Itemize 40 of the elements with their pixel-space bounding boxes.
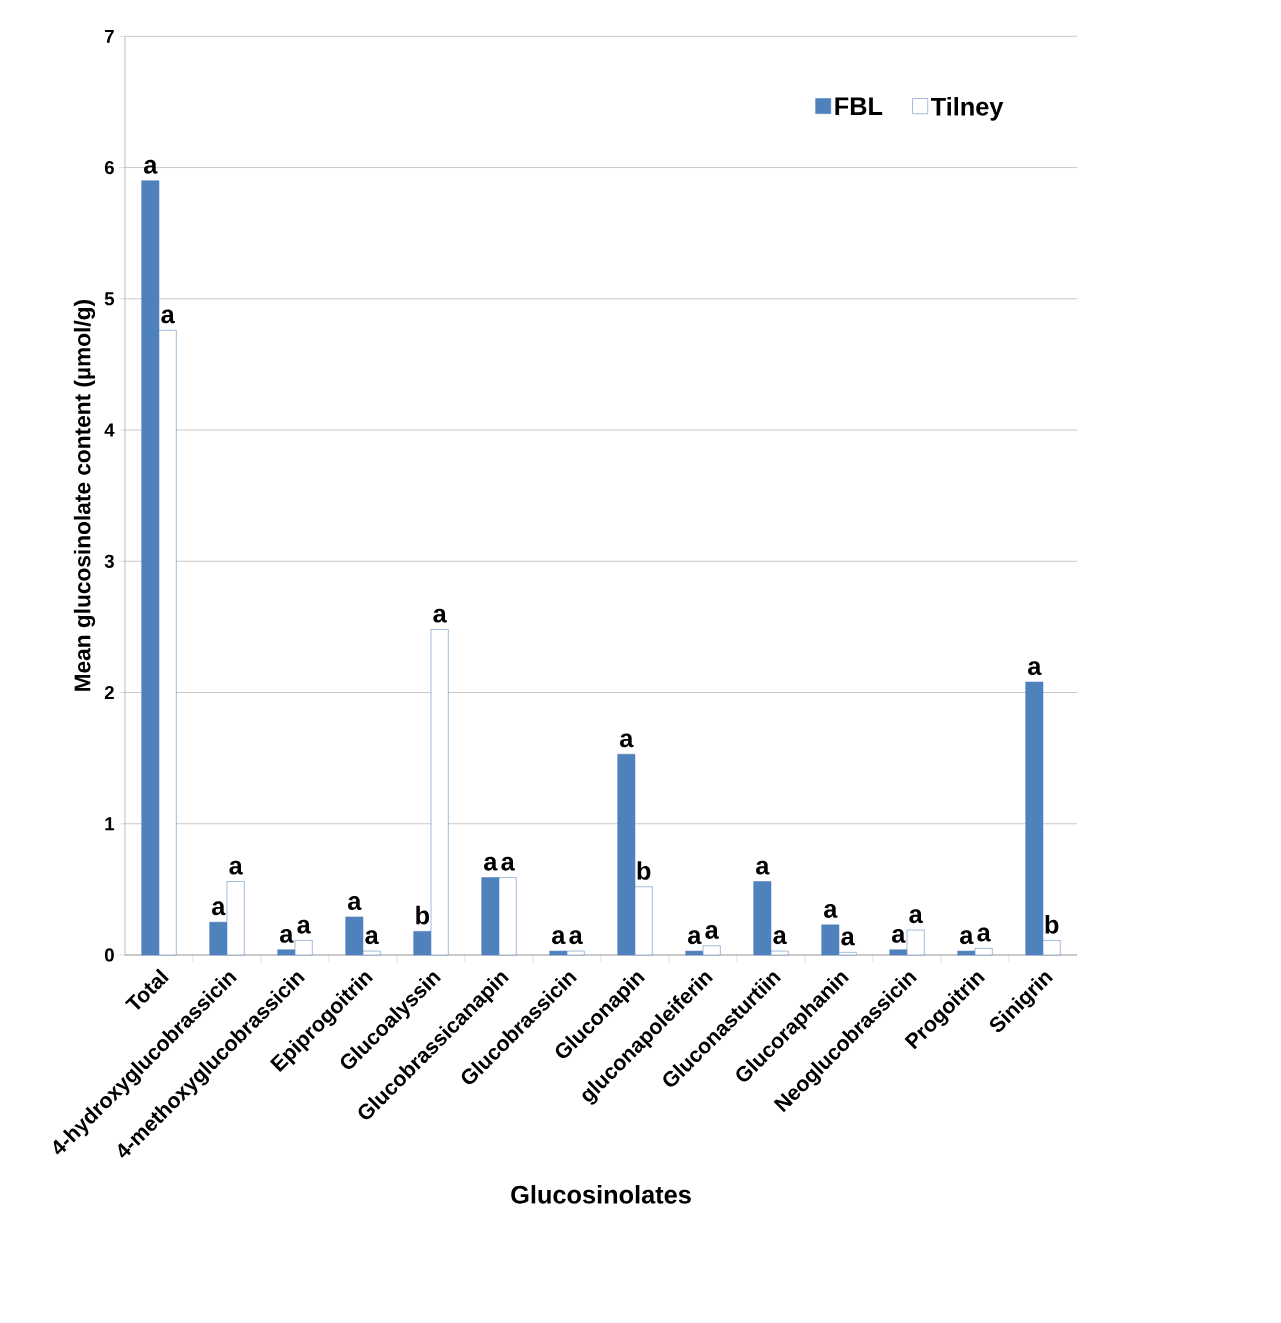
data-label: a (688, 930, 702, 945)
data-label: a (161, 309, 175, 324)
x-axis-title: Glucosinolates (511, 1185, 691, 1204)
data-label: a (892, 928, 906, 943)
y-tick-label: 2 (104, 685, 114, 700)
y-tick-label: 3 (104, 554, 114, 568)
data-label: a (1028, 661, 1042, 676)
data-label: a (229, 860, 243, 875)
data-label: a (144, 159, 158, 174)
y-axis-title: Mean glucosinolate content (µmol/g) (73, 300, 96, 691)
data-label: a (365, 930, 379, 945)
y-tick-label: 5 (104, 292, 115, 306)
y-tick-label: 4 (104, 423, 115, 437)
legend-label: FBL (835, 97, 883, 115)
data-label: a (569, 930, 583, 945)
data-label: a (841, 931, 855, 946)
data-label: a (501, 856, 515, 871)
data-label: a (552, 930, 566, 945)
data-label: a (348, 896, 362, 911)
data-label: a (977, 927, 991, 942)
data-label: b (637, 861, 651, 880)
y-tick-label: 6 (104, 160, 114, 175)
data-label: a (756, 860, 770, 875)
data-label: a (433, 608, 447, 623)
data-label: b (416, 905, 430, 925)
y-tick-label: 0 (104, 948, 114, 962)
data-label: a (960, 930, 974, 945)
y-tick-label: 1 (105, 817, 115, 831)
data-label: b (1045, 915, 1059, 934)
data-label: a (484, 856, 498, 871)
data-label: a (620, 733, 634, 748)
data-label: a (297, 919, 311, 934)
data-label: a (824, 904, 838, 918)
data-label: a (705, 924, 719, 939)
data-label: a (909, 909, 923, 924)
y-tick-label: 7 (105, 29, 114, 43)
legend-label: Tilney (930, 97, 1004, 121)
data-label: a (212, 901, 226, 916)
data-label: a (280, 928, 294, 943)
data-label: a (773, 930, 787, 945)
